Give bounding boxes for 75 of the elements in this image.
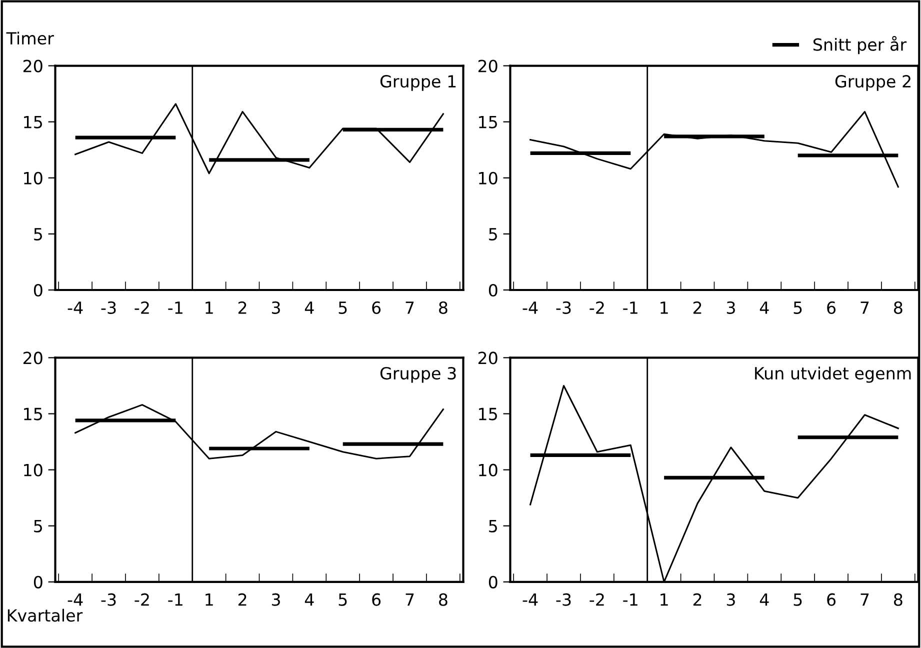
y-tick-label: 10 bbox=[479, 172, 498, 184]
y-tick-label: 20 bbox=[23, 352, 42, 364]
x-tick-label: -2 bbox=[134, 593, 149, 606]
x-tick-label: 8 bbox=[439, 593, 448, 606]
x-tick-label: 5 bbox=[794, 302, 802, 314]
x-tick-label: 8 bbox=[894, 301, 902, 314]
y-tick-label: 10 bbox=[24, 172, 42, 184]
x-tick-label: 1 bbox=[206, 594, 213, 606]
x-tick-label: 2 bbox=[238, 301, 246, 314]
x-tick-label: 4 bbox=[304, 594, 314, 606]
y-tick-label: 5 bbox=[34, 228, 42, 240]
x-tick-label: 1 bbox=[660, 302, 668, 314]
x-tick-label: -4 bbox=[522, 594, 538, 606]
y-tick-label: 20 bbox=[478, 352, 498, 364]
x-tick-label: -1 bbox=[168, 302, 182, 314]
x-tick-label: -3 bbox=[556, 593, 571, 606]
y-tick-label: 20 bbox=[478, 60, 498, 72]
x-tick-label: 8 bbox=[894, 593, 902, 606]
x-tick-label: 5 bbox=[338, 594, 347, 606]
x-tick-label: 7 bbox=[406, 594, 414, 606]
x-tick-label: 1 bbox=[206, 302, 213, 314]
y-tick-label: 15 bbox=[479, 408, 497, 420]
x-tick-label: 3 bbox=[726, 593, 735, 606]
x-tick-label: -3 bbox=[556, 301, 571, 314]
x-tick-label: 3 bbox=[272, 301, 280, 314]
y-tick-label: 15 bbox=[479, 116, 497, 128]
x-tick-label: 6 bbox=[827, 301, 836, 314]
x-tick-label: -1 bbox=[623, 302, 638, 314]
x-tick-label: 4 bbox=[760, 302, 769, 314]
y-tick-label: 10 bbox=[479, 464, 498, 476]
y-tick-label: 10 bbox=[24, 464, 42, 476]
legend-label: Snitt per år bbox=[813, 36, 907, 54]
x-tick-label: 7 bbox=[406, 302, 414, 314]
x-tick-label: 5 bbox=[338, 302, 347, 314]
text: Gruppe 2 bbox=[835, 75, 910, 91]
x-tick-label: -1 bbox=[623, 594, 638, 606]
x-tick-label: 7 bbox=[860, 302, 869, 314]
x-axis-title: Kvartaler bbox=[8, 608, 83, 622]
y-tick-label: 20 bbox=[23, 60, 42, 72]
x-tick-label: -1 bbox=[168, 594, 182, 606]
x-tick-label: 6 bbox=[372, 301, 381, 314]
x-tick-label: 6 bbox=[827, 593, 836, 606]
x-tick-label: -3 bbox=[101, 593, 116, 606]
x-tick-label: -2 bbox=[590, 593, 604, 606]
y-tick-label: 5 bbox=[489, 520, 497, 532]
x-tick-label: 4 bbox=[304, 302, 314, 314]
x-tick-label: 7 bbox=[860, 594, 869, 606]
y-tick-label: 0 bbox=[34, 576, 42, 588]
text: Kun utvidet egenm bbox=[755, 366, 911, 383]
x-tick-label: 5 bbox=[794, 594, 802, 606]
x-tick-label: 6 bbox=[372, 593, 381, 606]
x-tick-label: 2 bbox=[693, 301, 702, 314]
x-tick-label: 8 bbox=[439, 301, 448, 314]
text: Gruppe 3 bbox=[380, 366, 456, 383]
text: Gruppe 1 bbox=[380, 75, 456, 91]
x-tick-label: 4 bbox=[760, 594, 769, 606]
x-tick-label: -2 bbox=[134, 301, 149, 314]
x-tick-label: -4 bbox=[522, 302, 538, 314]
y-tick-label: 0 bbox=[488, 284, 498, 297]
x-tick-label: -2 bbox=[590, 301, 604, 314]
x-tick-label: -4 bbox=[68, 594, 83, 606]
x-tick-label: 3 bbox=[726, 301, 735, 314]
y-tick-label: 15 bbox=[24, 408, 42, 420]
x-tick-label: -3 bbox=[101, 301, 116, 314]
x-tick-label: 2 bbox=[693, 593, 702, 606]
y-tick-label: 0 bbox=[34, 284, 42, 297]
y-tick-label: 0 bbox=[488, 576, 498, 588]
x-tick-label: -4 bbox=[68, 302, 83, 314]
y-axis-title: Timer bbox=[6, 32, 54, 45]
x-tick-label: 1 bbox=[660, 594, 668, 606]
y-tick-label: 15 bbox=[24, 116, 42, 128]
x-tick-label: 3 bbox=[272, 593, 280, 606]
y-tick-label: 5 bbox=[34, 520, 42, 532]
y-tick-label: 5 bbox=[489, 228, 497, 240]
x-tick-label: 2 bbox=[238, 593, 246, 606]
